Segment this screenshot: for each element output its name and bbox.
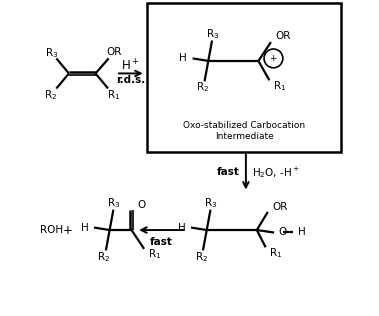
Text: H: H [178,222,185,233]
Text: R$_2$: R$_2$ [44,88,57,102]
Text: H: H [298,227,305,237]
Text: R$_2$: R$_2$ [194,250,208,264]
Bar [147,3,341,152]
Text: H$^+$: H$^+$ [122,58,140,73]
Text: R$_3$: R$_3$ [107,197,121,210]
Text: R$_3$: R$_3$ [206,27,219,41]
Text: R$_1$: R$_1$ [269,246,282,260]
Text: R$_2$: R$_2$ [196,81,209,94]
Text: ROH: ROH [40,225,63,235]
Text: OR: OR [106,47,122,57]
Text: r.d.s.: r.d.s. [116,75,146,85]
Text: H$_2$O, -H$^+$: H$_2$O, -H$^+$ [252,165,300,179]
Text: R$_3$: R$_3$ [204,197,218,210]
Text: R$_1$: R$_1$ [107,88,121,102]
Text: fast: fast [217,167,240,177]
Text: R$_3$: R$_3$ [45,46,58,60]
Text: +: + [63,223,73,237]
Text: H: H [81,222,88,233]
Text: fast: fast [150,237,173,247]
Text: H: H [179,53,187,64]
Text: R$_2$: R$_2$ [97,250,111,264]
Text: $+$: $+$ [269,53,278,63]
Text: OR: OR [276,31,291,41]
Text: R$_1$: R$_1$ [273,79,286,93]
Text: Intermediate: Intermediate [215,132,274,141]
Text: O: O [138,200,146,210]
Text: O: O [278,227,287,237]
Text: OR: OR [273,202,288,211]
Text: Oxo-stabilized Carbocation: Oxo-stabilized Carbocation [183,121,305,130]
Text: R$_1$: R$_1$ [148,247,161,261]
